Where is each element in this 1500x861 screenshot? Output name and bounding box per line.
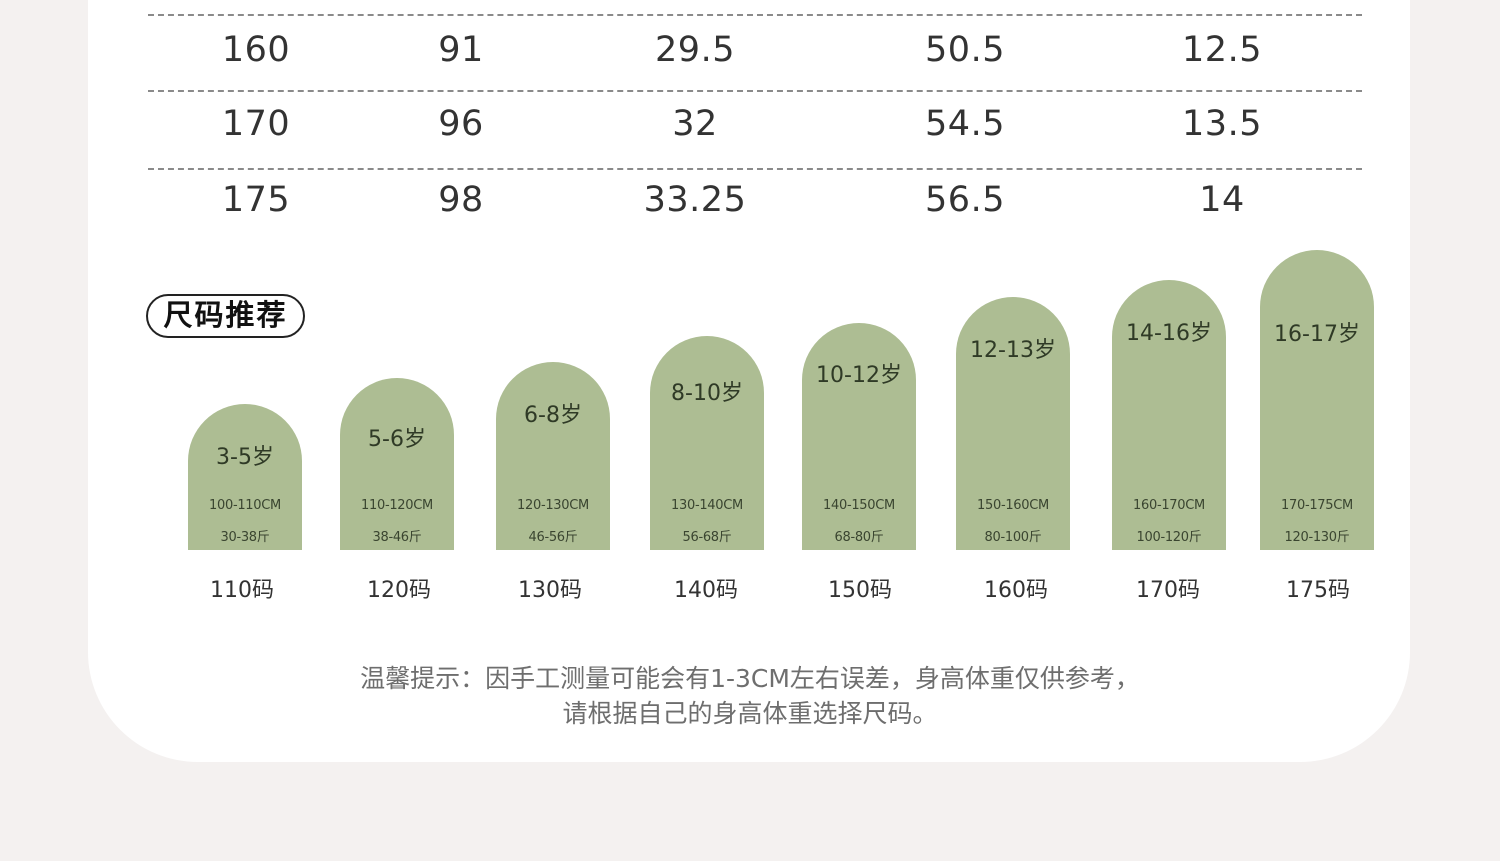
size-card-age: 8-10岁 bbox=[671, 381, 743, 406]
table-row: 160 91 29.5 50.5 12.5 bbox=[148, 25, 1362, 75]
size-card-weight: 120-130斤 bbox=[1284, 530, 1350, 545]
size-card-height: 100-110CM bbox=[209, 498, 281, 513]
table-cell: 13.5 bbox=[1182, 104, 1262, 144]
table-divider bbox=[148, 90, 1362, 92]
tip-line-2: 请根据自己的身高体重选择尺码。 bbox=[562, 699, 938, 728]
size-card: 6-8岁 120-130CM 46-56斤 bbox=[496, 362, 610, 550]
table-cell: 56.5 bbox=[925, 180, 1005, 220]
size-card-age: 6-8岁 bbox=[524, 403, 582, 428]
size-card: 10-12岁 140-150CM 68-80斤 bbox=[802, 323, 916, 550]
size-card-height: 140-150CM bbox=[823, 498, 895, 513]
size-card-weight: 30-38斤 bbox=[220, 530, 270, 545]
table-cell: 91 bbox=[438, 30, 484, 70]
table-row: 175 98 33.25 56.5 14 bbox=[148, 175, 1362, 225]
size-label: 120码 bbox=[367, 578, 431, 603]
size-label: 110码 bbox=[210, 578, 274, 603]
tip-line-1: 温馨提示：因手工测量可能会有1-3CM左右误差，身高体重仅供参考， bbox=[360, 664, 1140, 693]
size-label: 170码 bbox=[1136, 578, 1200, 603]
size-card-weight: 100-120斤 bbox=[1136, 530, 1202, 545]
size-card-weight: 38-46斤 bbox=[372, 530, 422, 545]
size-card: 14-16岁 160-170CM 100-120斤 bbox=[1112, 280, 1226, 550]
size-card: 12-13岁 150-160CM 80-100斤 bbox=[956, 297, 1070, 550]
size-card-weight: 46-56斤 bbox=[528, 530, 578, 545]
size-card: 16-17岁 170-175CM 120-130斤 bbox=[1260, 250, 1374, 550]
size-card: 3-5岁 100-110CM 30-38斤 bbox=[188, 404, 302, 550]
table-cell: 54.5 bbox=[925, 104, 1005, 144]
size-label: 130码 bbox=[518, 578, 582, 603]
size-card-height: 170-175CM bbox=[1281, 498, 1353, 513]
size-label: 150码 bbox=[828, 578, 892, 603]
size-label: 140码 bbox=[674, 578, 738, 603]
table-cell: 32 bbox=[672, 104, 718, 144]
size-card-height: 150-160CM bbox=[977, 498, 1049, 513]
table-cell: 50.5 bbox=[925, 30, 1005, 70]
table-cell: 12.5 bbox=[1182, 30, 1262, 70]
size-card-weight: 68-80斤 bbox=[834, 530, 884, 545]
size-card-height: 160-170CM bbox=[1133, 498, 1205, 513]
table-row: 170 96 32 54.5 13.5 bbox=[148, 99, 1362, 149]
table-cell: 160 bbox=[221, 30, 291, 70]
size-card-age: 12-13岁 bbox=[970, 338, 1056, 363]
size-label: 175码 bbox=[1286, 578, 1350, 603]
table-cell: 29.5 bbox=[655, 30, 735, 70]
size-card-age: 3-5岁 bbox=[216, 445, 274, 470]
table-divider bbox=[148, 14, 1362, 16]
table-cell: 96 bbox=[438, 104, 484, 144]
table-cell: 14 bbox=[1199, 180, 1245, 220]
size-card-height: 110-120CM bbox=[361, 498, 433, 513]
size-card-age: 10-12岁 bbox=[816, 363, 902, 388]
size-card-height: 130-140CM bbox=[671, 498, 743, 513]
size-card-age: 14-16岁 bbox=[1126, 321, 1212, 346]
size-label: 160码 bbox=[984, 578, 1048, 603]
size-card-height: 120-130CM bbox=[517, 498, 589, 513]
size-card-weight: 80-100斤 bbox=[984, 530, 1042, 545]
table-cell: 175 bbox=[221, 180, 291, 220]
size-card: 8-10岁 130-140CM 56-68斤 bbox=[650, 336, 764, 550]
size-card-age: 5-6岁 bbox=[368, 427, 426, 452]
table-cell: 98 bbox=[438, 180, 484, 220]
size-recommendation-title: 尺码推荐 bbox=[146, 294, 305, 338]
size-card-age: 16-17岁 bbox=[1274, 322, 1360, 347]
table-divider bbox=[148, 168, 1362, 170]
table-cell: 33.25 bbox=[643, 180, 747, 220]
size-card-weight: 56-68斤 bbox=[682, 530, 732, 545]
table-cell: 170 bbox=[221, 104, 291, 144]
size-card: 5-6岁 110-120CM 38-46斤 bbox=[340, 378, 454, 550]
